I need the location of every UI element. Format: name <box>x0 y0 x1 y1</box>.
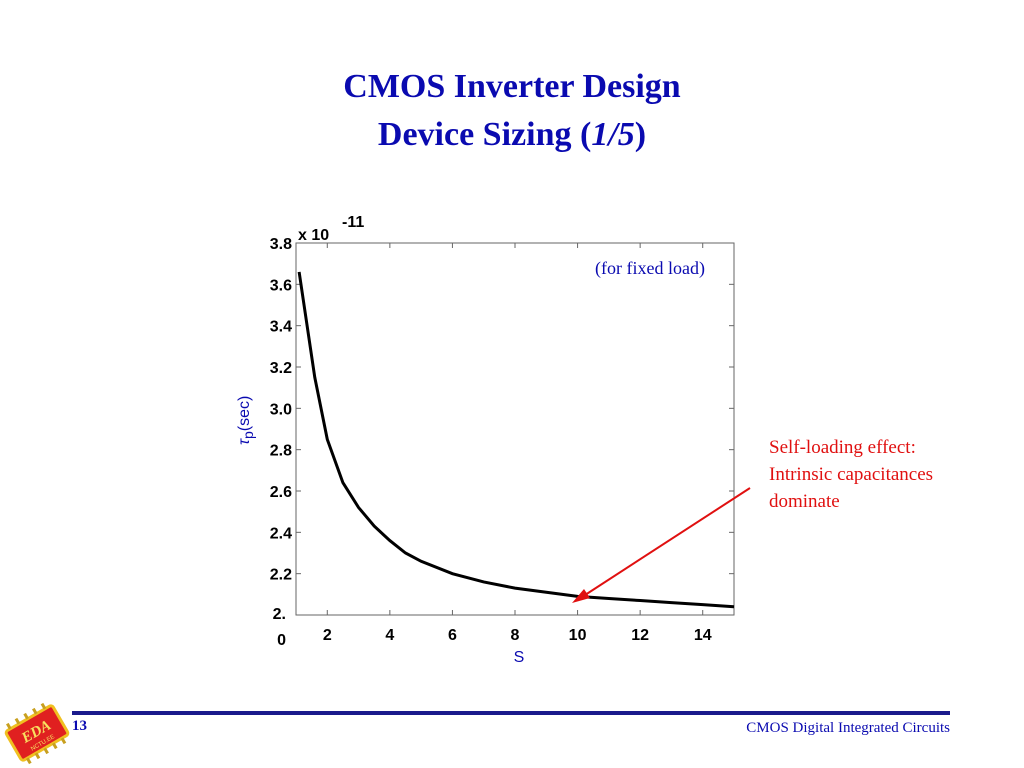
plot-annotation: (for fixed load) <box>595 258 705 279</box>
y-tick-label: 2.8 <box>270 443 292 460</box>
y-tick-label: 2.6 <box>270 484 292 501</box>
callout-arrow-head <box>572 589 590 603</box>
x-tick-label: 2 <box>323 627 332 644</box>
y-axis-label-unit: (sec) <box>236 396 253 432</box>
y-axis-label: τp(sec) <box>236 396 256 445</box>
y-axis-label-symbol: τ <box>236 438 253 445</box>
x-tick-label: 6 <box>448 627 457 644</box>
slide-title: CMOS Inverter Design <box>343 68 681 105</box>
callout-arrow-line <box>581 487 751 598</box>
series-line <box>297 271 735 609</box>
callout-line-2: Intrinsic capacitances <box>769 464 934 485</box>
page-number: 13 <box>72 718 87 734</box>
x-axis-label: S <box>514 649 525 666</box>
y-axis-ticks: 2. 0 2.2 2.4 2.6 2.8 3.0 3.2 3.4 3.6 3.8 <box>270 236 734 649</box>
x-tick-label: 8 <box>511 627 520 644</box>
footer-rule <box>72 711 950 715</box>
y-tick-label: 3.4 <box>270 319 292 336</box>
subtitle-prefix: Device Sizing ( <box>377 116 592 153</box>
y-exponent-base: x 10 <box>298 227 329 244</box>
y-axis-label-sub: p <box>240 431 256 439</box>
footer-title: CMOS Digital Integrated Circuits <box>746 720 950 736</box>
callout-line-3: dominate <box>769 491 840 512</box>
x-tick-label: 4 <box>385 627 394 644</box>
svg-text:τp(sec): τp(sec) <box>236 396 256 445</box>
y-tick-label: 2.4 <box>270 525 292 542</box>
subtitle-fraction: 1/5 <box>591 116 635 153</box>
x-tick-label: 10 <box>569 627 587 644</box>
callout-arrow <box>572 487 751 603</box>
slide-subtitle: Device Sizing (1/5) <box>0 116 1024 154</box>
y-tick-label: 3.6 <box>270 277 292 294</box>
y-tick-label: 3.8 <box>270 236 292 253</box>
callout-line-1: Self-loading effect: <box>769 437 916 458</box>
y-tick-label: 3.2 <box>270 360 292 377</box>
x-axis-ticks: 2 4 6 8 10 12 14 <box>323 243 712 644</box>
self-loading-callout: Self-loading effect: Intrinsic capacitan… <box>769 434 1009 515</box>
eda-logo: EDA NCTU.EE <box>4 702 70 765</box>
y-tick-label: 3.0 <box>270 401 292 418</box>
x-tick-label: 12 <box>631 627 649 644</box>
x-tick-label: 14 <box>694 627 712 644</box>
y-tick-label: 2. 0 <box>273 606 286 649</box>
subtitle-suffix: ) <box>634 116 647 153</box>
plot-area-frame <box>295 242 735 616</box>
y-tick-label: 2.2 <box>270 567 292 584</box>
y-exponent-power: -11 <box>342 214 364 231</box>
